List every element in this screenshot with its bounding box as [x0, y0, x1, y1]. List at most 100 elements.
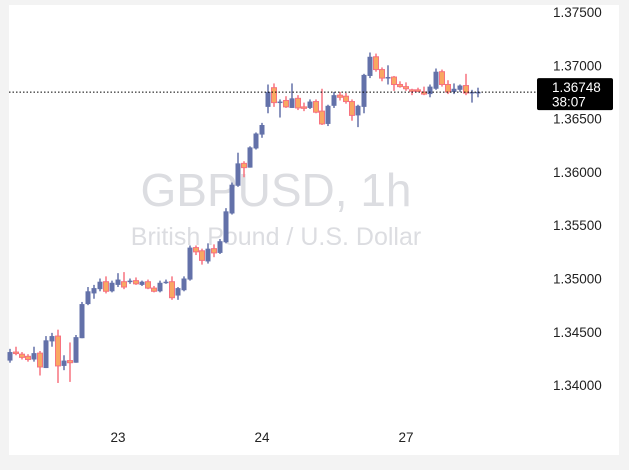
- candle: [283, 96, 289, 108]
- candle: [31, 346, 37, 362]
- candle-body: [25, 355, 31, 361]
- candle-body: [475, 91, 481, 94]
- candle-body: [463, 85, 469, 94]
- candle: [289, 83, 295, 108]
- candle-body: [145, 281, 151, 289]
- candle: [295, 95, 301, 111]
- candle-body: [283, 99, 289, 108]
- candle: [397, 81, 403, 88]
- candle-body: [313, 101, 319, 113]
- candle-body: [241, 162, 247, 169]
- time-axis[interactable]: 23 24 27: [110, 430, 413, 445]
- candle: [361, 73, 367, 114]
- candle: [421, 86, 427, 96]
- candle: [61, 355, 67, 371]
- candle: [313, 99, 319, 114]
- candle: [235, 152, 241, 187]
- candle-body: [337, 94, 343, 98]
- candle-body: [403, 86, 409, 90]
- candle: [169, 276, 175, 300]
- candle: [337, 91, 343, 101]
- price-tick-label: 1.35500: [553, 218, 602, 233]
- candle: [205, 243, 211, 264]
- candle-body: [7, 352, 13, 361]
- candle: [37, 350, 43, 376]
- candle-body: [391, 76, 397, 85]
- candle: [373, 53, 379, 72]
- candle-body: [439, 71, 445, 85]
- last-price-value: 1.36748: [552, 80, 601, 95]
- candle: [187, 245, 193, 281]
- candle: [175, 287, 181, 300]
- candle: [91, 284, 97, 299]
- candle-body: [49, 336, 55, 342]
- candle-body: [91, 288, 97, 294]
- candle-body: [229, 184, 235, 214]
- candle-body: [421, 91, 427, 95]
- candle: [181, 276, 187, 292]
- candle: [271, 83, 277, 107]
- chart-frame: [9, 5, 619, 455]
- candle: [157, 280, 163, 293]
- candle-body: [289, 98, 295, 108]
- candle-body: [295, 97, 301, 109]
- candle: [301, 102, 307, 112]
- candle: [385, 65, 391, 85]
- candle-body: [247, 147, 253, 168]
- candle: [307, 99, 313, 110]
- candle: [199, 248, 205, 265]
- candle-body: [55, 335, 61, 367]
- candle-body: [79, 304, 85, 339]
- candle: [265, 84, 271, 114]
- candle-body: [457, 85, 463, 90]
- candle: [163, 279, 169, 284]
- candle: [211, 244, 217, 258]
- candle-body: [343, 95, 349, 103]
- candle-body: [451, 88, 457, 92]
- candle-body: [469, 91, 475, 94]
- candle-body: [163, 281, 169, 284]
- candle: [229, 182, 235, 215]
- candle-body: [373, 56, 379, 71]
- candle-body: [103, 281, 109, 292]
- candle: [457, 84, 463, 92]
- candle-body: [73, 337, 79, 363]
- candle: [241, 161, 247, 178]
- candle-body: [427, 86, 433, 95]
- candle-body: [433, 71, 439, 89]
- candle-body: [319, 110, 325, 125]
- candle-body: [415, 89, 421, 92]
- candle-body: [277, 101, 283, 104]
- candle: [277, 99, 283, 118]
- price-tick-label: 1.37000: [553, 58, 602, 73]
- candle: [25, 354, 31, 362]
- candle: [319, 88, 325, 125]
- candle: [379, 67, 385, 82]
- candle: [355, 104, 361, 128]
- candle: [97, 278, 103, 292]
- candle-body: [175, 288, 181, 296]
- price-tick-label: 1.34000: [553, 378, 602, 393]
- candle: [115, 273, 121, 288]
- candle-body: [31, 353, 37, 360]
- candle-body: [211, 248, 217, 254]
- candle-body: [181, 278, 187, 291]
- candle-body: [235, 163, 241, 186]
- price-axis[interactable]: 1.34000 1.34500 1.35000 1.35500 1.36000 1.365…: [553, 5, 602, 393]
- candle-body: [169, 281, 175, 299]
- candle: [391, 75, 397, 91]
- candle: [49, 332, 55, 347]
- candle: [109, 280, 115, 293]
- candle-body: [193, 247, 199, 253]
- candle: [127, 278, 133, 284]
- candle: [343, 93, 349, 104]
- candle-body: [85, 291, 91, 305]
- candle: [79, 301, 85, 339]
- candle: [151, 285, 157, 293]
- candle-body: [187, 247, 193, 280]
- candle-body: [409, 89, 415, 92]
- candle-body: [445, 83, 451, 93]
- candle: [133, 277, 139, 285]
- time-tick-label: 23: [110, 430, 125, 445]
